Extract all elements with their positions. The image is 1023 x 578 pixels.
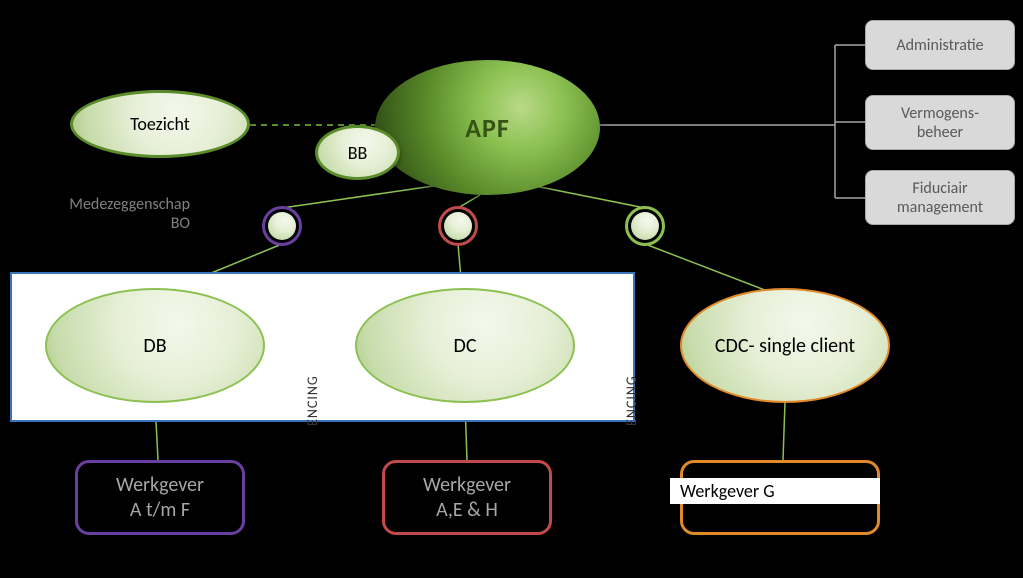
svc-fiduciair: Fiduciair management (865, 170, 1015, 225)
mz-line2: BO (30, 214, 190, 233)
emp-af-line2: A t/m F (116, 498, 204, 523)
conn-cdc-emp (783, 402, 785, 460)
svc-vermogen-line1: Vermogens- (901, 104, 979, 123)
box-werkgever-aeh: Werkgever A,E & H (382, 460, 552, 535)
node-dc: DC (355, 288, 575, 403)
svc-vermogensbeheer: Vermogens- beheer (865, 95, 1015, 150)
node-toezicht-label: Toezicht (130, 113, 190, 135)
node-db-label: DB (143, 334, 166, 358)
node-bb-label: BB (348, 142, 368, 164)
box-werkgever-af: Werkgever A t/m F (75, 460, 245, 535)
svc-fiduciair-line2: management (897, 198, 983, 217)
dot-dc (438, 206, 478, 246)
svc-fiduciair-line1: Fiduciair (897, 179, 983, 198)
emp-af-line1: Werkgever (116, 473, 204, 498)
node-apf-label: APF (465, 112, 510, 144)
svc-administratie: Administratie (865, 20, 1015, 70)
node-toezicht: Toezicht (70, 90, 250, 158)
ring-fencing-label-1: ENCING (304, 362, 321, 426)
node-cdc-label: CDC- single client (703, 334, 867, 358)
mz-line1: Medezeggenschap (30, 195, 190, 214)
dot-db (262, 206, 302, 246)
conn-apf-svc (600, 45, 865, 198)
node-db: DB (45, 288, 265, 403)
emp-aeh-line2: A,E & H (423, 498, 511, 523)
node-apf: APF (375, 60, 600, 195)
node-bb: BB (315, 125, 400, 180)
node-dc-label: DC (454, 334, 477, 358)
dot-cdc (625, 206, 665, 246)
svc-vermogen-line2: beheer (901, 123, 979, 142)
label-medezeggenschap: Medezeggenschap BO (30, 195, 190, 233)
conn-dot-cdc-cdc (645, 244, 770, 292)
label-werkgever-g: Werkgever G (670, 478, 880, 504)
ring-fencing-label-2: ENCING (623, 362, 640, 426)
node-cdc: CDC- single client (680, 288, 890, 403)
emp-aeh-line1: Werkgever (423, 473, 511, 498)
